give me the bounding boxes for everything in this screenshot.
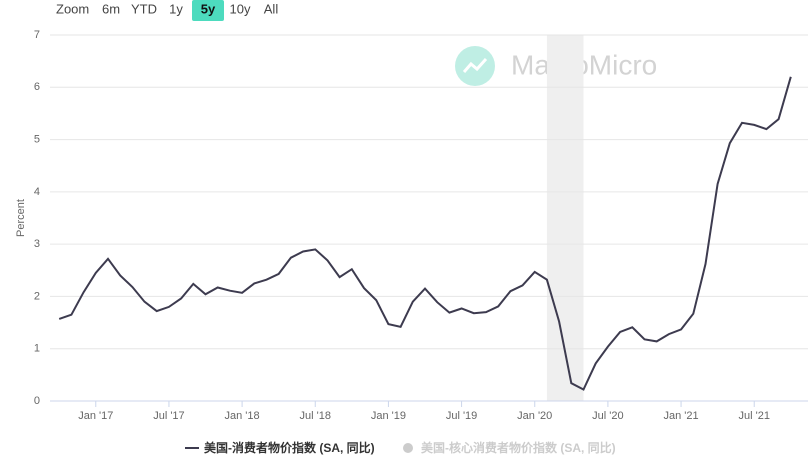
x-tick-label: Jul '20 (592, 410, 623, 422)
zoom-button-bg (192, 0, 224, 21)
zoom-button-label: 6m (102, 1, 120, 16)
zoom-button[interactable]: 1y (169, 1, 183, 16)
y-tick-label: 4 (34, 186, 40, 198)
x-tick-label: Jan '18 (225, 410, 260, 422)
y-tick-label: 7 (34, 29, 40, 41)
zoom-button-label: YTD (131, 1, 157, 16)
y-tick-label: 1 (34, 343, 40, 355)
zoom-button[interactable]: 6m (102, 1, 120, 16)
zoom-button[interactable]: 5y (192, 0, 224, 21)
x-tick-label: Jan '20 (517, 410, 552, 422)
zoom-button-label: All (264, 1, 279, 16)
y-tick-label: 3 (34, 238, 40, 250)
zoom-button-label: 10y (230, 1, 251, 16)
legend-label: 美国-核心消费者物价指数 (SA, 同比) (421, 440, 616, 455)
y-tick-label: 5 (34, 133, 40, 145)
x-tick-label: Jan '19 (371, 410, 406, 422)
y-tick-label: 6 (34, 81, 40, 93)
watermark-text: MacroMicro (511, 49, 657, 80)
zoom-button[interactable]: 10y (230, 1, 251, 16)
x-tick-label: Jul '21 (738, 410, 769, 422)
x-tick-label: Jan '21 (663, 410, 698, 422)
zoom-button-label: 5y (201, 1, 216, 16)
zoom-button[interactable]: All (264, 1, 279, 16)
y-tick-label: 2 (34, 290, 40, 302)
recession-band (546, 35, 584, 401)
x-tick-label: Jul '19 (446, 410, 477, 422)
zoom-button-label: 1y (169, 1, 183, 16)
zoom-label: Zoom (56, 1, 89, 16)
line-series (58, 76, 792, 391)
legend-label: 美国-消费者物价指数 (SA, 同比) (204, 440, 375, 455)
legend-item[interactable]: 美国-消费者物价指数 (SA, 同比) (185, 440, 375, 455)
x-tick-label: Jul '18 (300, 410, 331, 422)
x-tick-label: Jan '17 (78, 410, 113, 422)
legend-symbol (403, 443, 413, 453)
x-tick-label: Jul '17 (153, 410, 184, 422)
y-axis-title: Percent (15, 199, 27, 237)
legend-item[interactable]: 美国-核心消费者物价指数 (SA, 同比) (403, 440, 616, 455)
zoom-bar: 6m YTD 1y 5y 10y All (102, 0, 278, 21)
watermark-icon-line (462, 57, 488, 73)
watermark: MacroMicro (455, 46, 657, 86)
zoom-button[interactable]: YTD (131, 1, 157, 16)
y-tick-label: 0 (34, 395, 40, 407)
